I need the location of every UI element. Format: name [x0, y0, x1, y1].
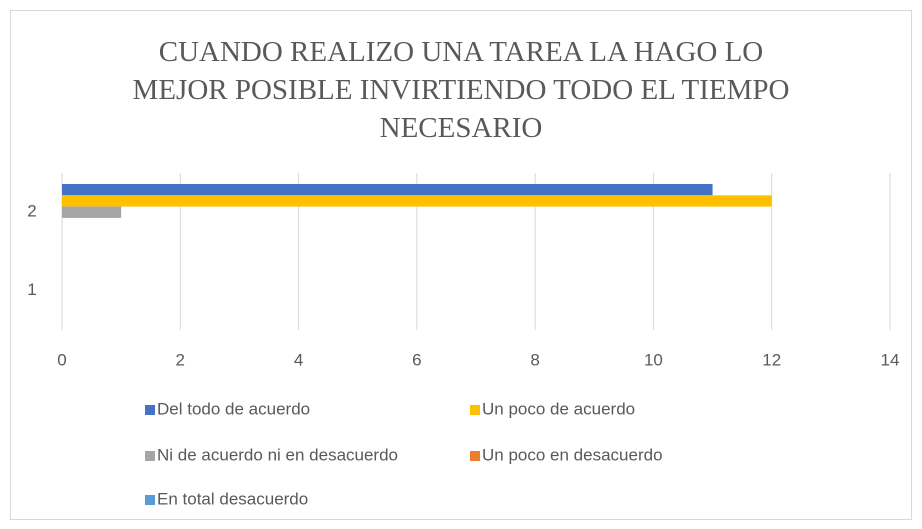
legend-swatch [145, 495, 155, 505]
x-tick-label: 10 [644, 350, 663, 369]
bar [62, 206, 122, 218]
y-tick-label: 1 [27, 280, 36, 299]
legend-swatch [145, 451, 155, 461]
legend-label: Un poco de acuerdo [482, 399, 635, 418]
legend-label: En total desacuerdo [157, 489, 308, 508]
x-tick-label: 12 [762, 350, 781, 369]
legend-label: Del todo de acuerdo [157, 399, 310, 418]
chart-title: CUANDO REALIZO UNA TAREA LA HAGO LO MEJO… [132, 36, 790, 144]
chart-border [10, 10, 912, 520]
legend-label: Un poco en desacuerdo [482, 445, 663, 464]
x-tick-label: 4 [294, 350, 303, 369]
x-tick-label: 0 [57, 350, 66, 369]
legend-swatch [145, 405, 155, 415]
legend-label: Ni de acuerdo ni en desacuerdo [157, 445, 398, 464]
x-tick-label: 2 [176, 350, 185, 369]
legend-swatch [470, 451, 480, 461]
bar [62, 184, 713, 196]
y-tick-label: 2 [27, 202, 36, 221]
legend-swatch [470, 405, 480, 415]
x-tick-label: 14 [881, 350, 900, 369]
bar [62, 195, 772, 207]
x-tick-label: 6 [412, 350, 421, 369]
x-tick-label: 8 [530, 350, 539, 369]
